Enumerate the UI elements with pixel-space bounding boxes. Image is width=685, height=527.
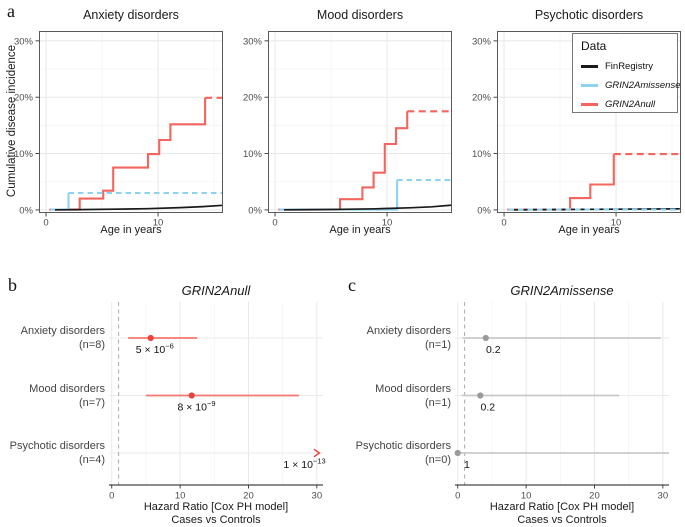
svg-text:10%: 10% — [14, 149, 34, 160]
forest-row-label: Anxiety disorders (n=8) — [1, 325, 105, 352]
forest-x-axis-title-c: Hazard Ratio [Cox PH model] Cases vs Con… — [455, 501, 669, 527]
legend-item: FinRegistry — [581, 61, 671, 72]
svg-text:0.2: 0.2 — [481, 402, 496, 414]
svg-text:20: 20 — [589, 491, 600, 502]
svg-text:10: 10 — [611, 218, 622, 229]
forest-plot-grin2amissense: 0.20.210 10 20 30 — [454, 302, 669, 502]
svg-text:1 × 10−13: 1 × 10−13 — [283, 457, 325, 472]
cases-vs-controls-label: Cases vs Controls — [517, 514, 607, 526]
x-axis-title-mood: Age in years — [329, 224, 391, 236]
row-label-n: (n=7) — [79, 396, 105, 409]
svg-text:10: 10 — [175, 491, 186, 502]
svg-text:10%: 10% — [472, 149, 492, 160]
row-label-text: Psychotic disorders — [355, 440, 451, 452]
svg-text:0%: 0% — [248, 205, 262, 216]
row-label-text: Psychotic disorders — [9, 440, 105, 452]
subplot-title-psychotic: Psychotic disorders — [534, 8, 644, 22]
row-label-text: Mood disorders — [29, 383, 105, 395]
legend-items: FinRegistry GRIN2Amissense GRIN2Anull — [581, 61, 681, 110]
forest-row-label: Mood disorders (n=7) — [1, 383, 105, 410]
svg-text:0: 0 — [43, 218, 48, 229]
svg-text:0%: 0% — [477, 205, 491, 216]
svg-text:30: 30 — [312, 491, 323, 502]
svg-text:0: 0 — [109, 491, 114, 502]
legend-label: GRIN2Amissense — [605, 80, 681, 91]
svg-text:1: 1 — [464, 459, 470, 471]
svg-text:10: 10 — [382, 218, 393, 229]
legend-label: FinRegistry — [605, 61, 654, 72]
svg-text:10: 10 — [521, 491, 532, 502]
legend-line-swatch — [581, 84, 598, 87]
svg-text:30: 30 — [658, 491, 669, 502]
svg-text:8 × 10−9: 8 × 10−9 — [177, 399, 215, 414]
svg-text:0: 0 — [272, 218, 277, 229]
forest-x-axis-title-b: Hazard Ratio [Cox PH model] Cases vs Con… — [109, 501, 323, 527]
legend-line-swatch — [581, 65, 598, 68]
row-label-text: Mood disorders — [375, 383, 451, 395]
anxiety-incidence-plot: 0 10 0% 10% 20% 30% — [14, 31, 224, 229]
row-label-n: (n=0) — [425, 453, 451, 466]
legend-line-swatch — [581, 103, 598, 106]
forest-title-grin2anull: GRIN2Anull — [181, 283, 251, 298]
mood-incidence-plot: 0 10 0% 10% 20% 30% — [243, 31, 453, 229]
legend-item: GRIN2Anull — [581, 99, 671, 110]
svg-text:0: 0 — [501, 218, 506, 229]
subplot-title-mood: Mood disorders — [316, 8, 404, 22]
svg-text:5 × 10−6: 5 × 10−6 — [136, 342, 174, 357]
svg-text:0: 0 — [455, 491, 460, 502]
forest-plot-grin2anull: 5 × 10−6 8 × 10−9 1 × 10−13 0 10 20 30 — [109, 302, 326, 502]
svg-text:20: 20 — [243, 491, 254, 502]
svg-text:0.2: 0.2 — [486, 344, 501, 356]
legend-label: GRIN2Anull — [605, 99, 656, 110]
forest-row-label: Anxiety disorders (n=1) — [347, 325, 451, 352]
y-axis-title: Cumulative disease incidence — [6, 44, 18, 198]
forest-row-label: Psychotic disorders (n=4) — [1, 440, 105, 467]
row-label-n: (n=8) — [79, 338, 105, 351]
svg-text:20%: 20% — [14, 93, 34, 104]
svg-text:30%: 30% — [243, 36, 263, 47]
hazard-ratio-label: Hazard Ratio [Cox PH model] — [489, 501, 635, 513]
row-label-n: (n=1) — [425, 338, 451, 351]
panel-c-tag: c — [348, 275, 356, 295]
x-axis-title-psychotic: Age in years — [558, 224, 620, 236]
forest-title-grin2amissense: GRIN2Amissense — [510, 283, 614, 298]
forest-row-label: Mood disorders (n=1) — [347, 383, 451, 410]
hazard-ratio-label: Hazard Ratio [Cox PH model] — [143, 501, 289, 513]
forest-row-label: Psychotic disorders (n=0) — [347, 440, 451, 467]
x-axis-title-anxiety: Age in years — [100, 224, 162, 236]
svg-text:20%: 20% — [243, 93, 263, 104]
row-label-text: Anxiety disorders — [366, 325, 451, 337]
legend-title: Data — [581, 39, 607, 53]
svg-text:30%: 30% — [14, 36, 34, 47]
svg-text:30%: 30% — [472, 36, 492, 47]
legend: Data FinRegistry GRIN2Amissense GRIN2Anull — [572, 33, 681, 113]
panel-a-tag: a — [7, 1, 15, 21]
subplot-title-anxiety: Anxiety disorders — [83, 8, 179, 22]
svg-text:20%: 20% — [472, 93, 492, 104]
svg-text:0%: 0% — [19, 205, 33, 216]
svg-text:10: 10 — [153, 218, 164, 229]
svg-text:10%: 10% — [243, 149, 263, 160]
row-label-n: (n=4) — [79, 453, 105, 466]
row-label-text: Anxiety disorders — [20, 325, 105, 337]
row-label-n: (n=1) — [425, 396, 451, 409]
panel-b-tag: b — [8, 275, 17, 295]
cases-vs-controls-label: Cases vs Controls — [171, 514, 261, 526]
legend-item: GRIN2Amissense — [581, 80, 681, 91]
